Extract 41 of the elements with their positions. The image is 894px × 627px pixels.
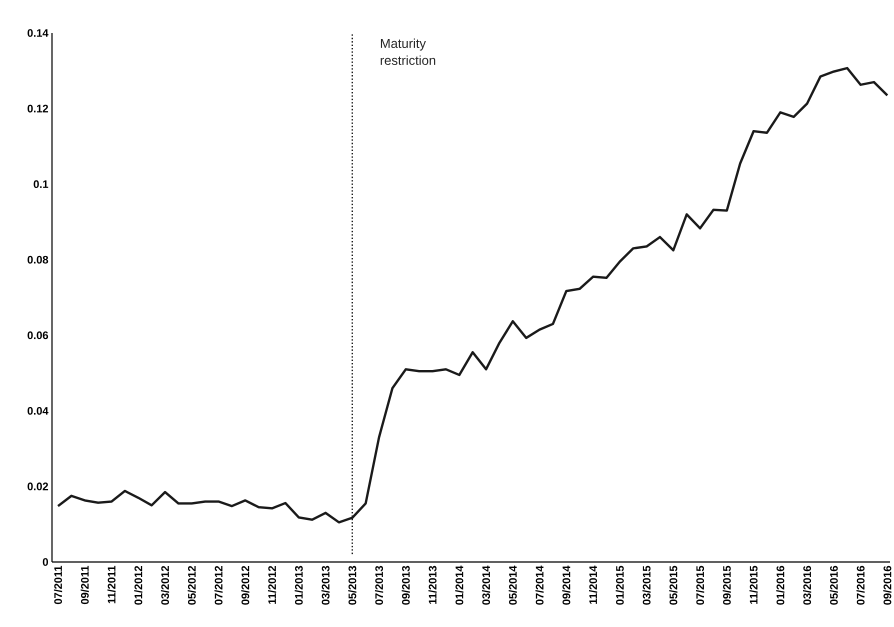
x-tick-label: 09/2016 (883, 566, 892, 605)
x-tick-label: 01/2012 (134, 566, 142, 605)
x-tick-label: 07/2014 (535, 566, 544, 605)
y-tick-label: 0.14 (28, 29, 48, 37)
x-tick-label: 05/2016 (830, 566, 838, 605)
x-tick-label: 09/2015 (722, 566, 731, 605)
x-tick-label: 11/2014 (588, 566, 598, 604)
ref-line-label: Maturity restriction (380, 38, 436, 65)
x-tick-label: 01/2015 (616, 566, 624, 605)
x-tick-label: 05/2012 (188, 566, 196, 605)
x-tick-label: 11/2011 (107, 566, 116, 604)
y-tick-label: 0.08 (28, 256, 48, 264)
x-tick-label: 11/2015 (750, 566, 758, 604)
y-tick-label: 0.12 (28, 104, 48, 112)
x-tick-label: 03/2013 (321, 566, 330, 605)
x-tick-label: 03/2016 (803, 566, 812, 605)
x-tick-label: 09/2011 (80, 566, 89, 604)
x-tick-label: 07/2013 (374, 566, 384, 605)
x-tick-label: 03/2014 (482, 566, 490, 605)
y-tick-label: 0 (42, 558, 48, 566)
y-tick-label: 0.02 (28, 482, 48, 490)
x-tick-label: 05/2015 (669, 566, 678, 605)
x-tick-label: 01/2014 (455, 566, 464, 605)
x-tick-label: 07/2012 (214, 566, 223, 605)
x-tick-label: 01/2016 (776, 566, 784, 605)
x-tick-label: 05/2014 (508, 566, 517, 605)
x-tick-label: 07/2011 (54, 566, 62, 604)
x-tick-label: 09/2013 (402, 566, 410, 605)
x-tick-label: 11/2012 (268, 566, 276, 604)
x-tick-label: 03/2012 (160, 566, 170, 605)
x-tick-label: 01/2013 (294, 566, 303, 605)
x-tick-label: 03/2015 (642, 566, 651, 605)
y-tick-label: 0.04 (28, 406, 48, 415)
x-tick-label: 07/2015 (696, 566, 704, 605)
x-tick-label: 05/2013 (348, 566, 356, 605)
x-tick-label: 09/2014 (562, 566, 570, 605)
x-tick-label: 09/2012 (241, 566, 250, 605)
x-tick-label: 07/2016 (856, 566, 865, 605)
y-tick-label: 0.1 (34, 180, 48, 188)
x-tick-label: 11/2013 (428, 566, 437, 604)
y-tick-label: 0.06 (28, 331, 48, 340)
